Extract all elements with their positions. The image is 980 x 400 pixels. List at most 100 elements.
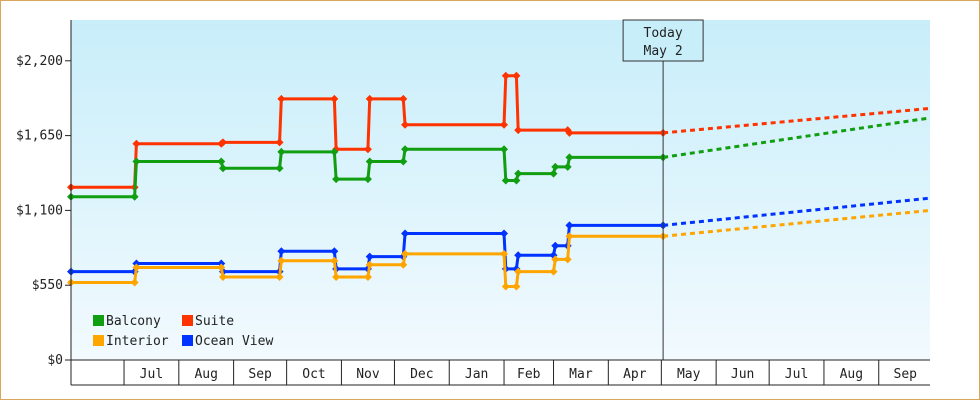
legend: Balcony Suite Interior Ocean View	[93, 314, 273, 349]
x-tick-label: Jul	[785, 367, 808, 382]
y-tick-label: $1,100	[16, 203, 63, 218]
series-lines	[67, 71, 668, 291]
plot-background	[71, 20, 930, 360]
data-point	[132, 259, 141, 268]
data-point	[563, 162, 572, 171]
data-point	[501, 282, 510, 291]
data-point	[217, 263, 226, 272]
data-point	[277, 147, 286, 156]
series-group	[67, 71, 668, 192]
data-point	[363, 175, 372, 184]
data-point	[565, 128, 574, 137]
legend-swatch	[182, 315, 193, 326]
legend-label: Interior	[106, 334, 169, 349]
data-point	[401, 229, 410, 238]
data-point	[132, 157, 141, 166]
data-point	[401, 145, 410, 154]
data-point	[500, 229, 509, 238]
data-point	[219, 164, 228, 173]
data-point	[217, 157, 226, 166]
data-point	[132, 139, 141, 148]
data-point	[275, 164, 284, 173]
legend-swatch	[93, 315, 104, 326]
x-tick-label: Mar	[569, 367, 593, 382]
data-point	[277, 94, 286, 103]
data-point	[277, 256, 286, 265]
data-point	[330, 256, 339, 265]
y-tick-label: $2,200	[16, 54, 63, 69]
legend-label: Suite	[195, 314, 234, 329]
data-point	[501, 71, 510, 80]
data-point	[399, 94, 408, 103]
x-tick-label: Nov	[356, 367, 380, 382]
series-line	[71, 147, 664, 199]
legend-label: Ocean View	[195, 334, 273, 349]
data-point	[512, 282, 521, 291]
data-point	[365, 94, 374, 103]
data-point	[332, 175, 341, 184]
data-point	[363, 273, 372, 282]
data-point	[514, 126, 523, 135]
x-tick-label: Apr	[623, 367, 647, 382]
today-label: Today	[644, 26, 683, 41]
y-tick-label: $1,650	[16, 129, 63, 144]
data-point	[565, 221, 574, 230]
data-point	[130, 192, 139, 201]
x-tick-label: Feb	[517, 367, 541, 382]
x-tick-label: Aug	[840, 367, 863, 382]
data-point	[565, 232, 574, 241]
x-tick-label: Jan	[465, 367, 488, 382]
axes: $0 $550 $1,100 $1,650 $2,200 Jul Aug Sep Oct Nov D…	[16, 20, 930, 386]
legend-swatch	[182, 335, 193, 346]
data-point	[501, 176, 510, 185]
y-tick-label: $550	[32, 278, 63, 293]
data-point	[514, 267, 523, 276]
data-point	[130, 278, 139, 287]
data-point	[401, 249, 410, 258]
x-tick-label: Jul	[140, 367, 163, 382]
data-point	[549, 267, 558, 276]
series-group	[67, 232, 668, 291]
data-point	[549, 169, 558, 178]
series-line	[71, 234, 664, 289]
series-group	[67, 145, 668, 201]
data-point	[512, 71, 521, 80]
data-point	[277, 247, 286, 256]
data-point	[500, 120, 509, 129]
data-point	[365, 157, 374, 166]
data-point	[332, 273, 341, 282]
data-point	[399, 157, 408, 166]
data-point	[500, 145, 509, 154]
data-point	[330, 94, 339, 103]
data-point	[132, 263, 141, 272]
x-tick-label: Sep	[248, 367, 272, 382]
data-point	[500, 249, 509, 258]
data-point	[365, 260, 374, 269]
x-tick-label: Oct	[302, 367, 325, 382]
data-point	[399, 260, 408, 269]
x-tick-label: Aug	[194, 367, 217, 382]
data-point	[401, 120, 410, 129]
data-point	[363, 145, 372, 154]
data-point	[219, 273, 228, 282]
data-point	[330, 247, 339, 256]
data-point	[330, 147, 339, 156]
data-point	[275, 273, 284, 282]
legend-label: Balcony	[106, 314, 161, 329]
today-box	[622, 19, 704, 62]
x-tick-label: May	[677, 367, 701, 382]
data-point	[565, 153, 574, 162]
y-tick-label: $0	[47, 353, 63, 368]
today-date-label: May 2	[644, 44, 683, 59]
x-tick-label: Sep	[894, 367, 918, 382]
data-point	[551, 162, 560, 171]
today-marker: Today May 2	[622, 19, 704, 360]
data-point	[217, 259, 226, 268]
legend-swatch	[93, 335, 104, 346]
data-point	[551, 241, 560, 250]
data-point	[514, 251, 523, 260]
x-tick-label: Dec	[410, 367, 433, 382]
data-point	[512, 176, 521, 185]
data-point	[514, 169, 523, 178]
